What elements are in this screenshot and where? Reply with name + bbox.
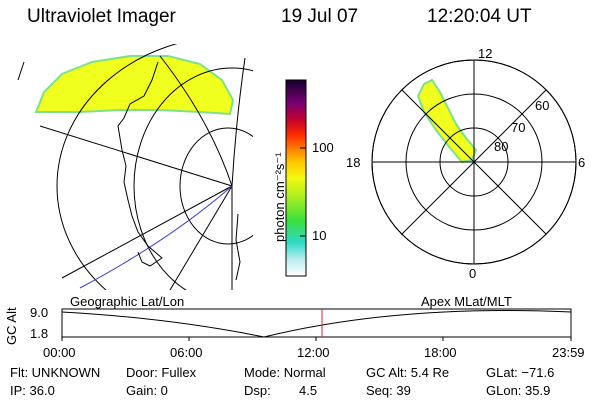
- status-glon: GLon: 35.9: [486, 383, 551, 398]
- orbit-track: [79, 185, 233, 289]
- status-flt: Flt: UNKNOWN: [10, 365, 101, 380]
- geographic-map: [17, 44, 253, 290]
- status-dsp-label: Dsp:: [244, 383, 271, 398]
- geographic-panel-label: Geographic Lat/Lon: [70, 294, 185, 309]
- status-seq: Seq: 39: [366, 383, 411, 398]
- aurora-geographic: [34, 55, 235, 116]
- time-tick-1200: 12:00: [297, 345, 330, 360]
- altitude-strip: [61, 308, 572, 338]
- colorbar-tick-100: 100: [312, 140, 334, 155]
- status-door: Door: Fullex: [126, 365, 197, 380]
- altitude-tick-high: 9.0: [30, 305, 49, 320]
- mlt-label-0: 0: [469, 266, 477, 281]
- status-mode: Mode: Normal: [244, 365, 326, 380]
- status-gc-alt: GC Alt: 5.4 Re: [366, 365, 450, 380]
- time-tick-1800: 18:00: [424, 345, 457, 360]
- mlat-label-60: 60: [535, 98, 550, 113]
- time-tick-0000: 00:00: [43, 345, 76, 360]
- coastline: [117, 61, 163, 267]
- mlt-label-18: 18: [346, 155, 361, 170]
- altitude-tick-low: 1.8: [30, 326, 49, 341]
- status-glat: GLat: −71.6: [486, 365, 555, 380]
- status-gain: Gain: 0: [126, 383, 168, 398]
- mlt-label-6: 6: [578, 155, 586, 170]
- time-tick-0600: 06:00: [170, 345, 203, 360]
- altitude-axis-label: GC Alt: [4, 307, 19, 345]
- time-label: 12:20:04 UT: [427, 6, 532, 27]
- date-label: 19 Jul 07: [281, 6, 359, 27]
- time-tick-2359: 23:59: [552, 345, 585, 360]
- colorbar: [285, 79, 307, 277]
- mlat-label-80: 80: [494, 139, 509, 154]
- polar-panel-label: Apex MLat/MLT: [421, 294, 512, 309]
- colorbar-unit-label: photon cm⁻²s⁻¹: [272, 152, 287, 242]
- instrument-title: Ultraviolet Imager: [27, 6, 176, 27]
- polar-plot: [371, 59, 577, 265]
- colorbar-tick-10: 10: [312, 228, 327, 243]
- mlt-label-12: 12: [478, 46, 493, 61]
- status-dsp-value: 4.5: [299, 383, 318, 398]
- mlat-label-70: 70: [511, 120, 526, 135]
- altitude-curve: [61, 309, 572, 338]
- status-ip: IP: 36.0: [10, 383, 55, 398]
